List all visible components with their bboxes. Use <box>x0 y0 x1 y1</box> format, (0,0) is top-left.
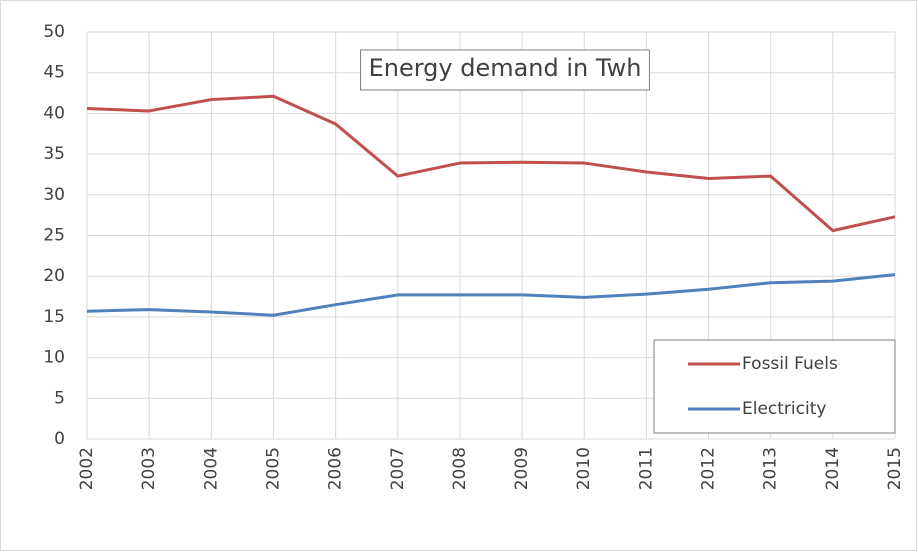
x-tick-label: 2003 <box>139 447 159 490</box>
legend-box <box>653 339 896 434</box>
x-tick-label: 2012 <box>699 447 719 490</box>
y-tick-label: 30 <box>43 185 65 205</box>
y-tick-label: 50 <box>43 22 65 42</box>
x-tick-label: 2002 <box>77 447 97 490</box>
x-tick-label: 2014 <box>823 447 843 490</box>
y-tick-label: 25 <box>43 226 65 246</box>
y-tick-label: 35 <box>43 144 65 164</box>
legend-label: Electricity <box>742 399 826 419</box>
x-tick-label: 2013 <box>761 447 781 490</box>
y-tick-label: 10 <box>43 348 65 368</box>
x-tick-label: 2004 <box>201 447 221 490</box>
chart-title: Energy demand in Twh <box>369 54 642 82</box>
x-tick-label: 2009 <box>512 447 532 490</box>
y-tick-label: 5 <box>54 388 65 408</box>
x-tick-label: 2010 <box>574 447 594 490</box>
x-tick-label: 2011 <box>636 447 656 490</box>
y-tick-label: 20 <box>43 266 65 286</box>
x-tick-label: 2008 <box>450 447 470 490</box>
y-tick-label: 0 <box>54 429 65 449</box>
legend-label: Fossil Fuels <box>742 354 838 374</box>
y-tick-label: 40 <box>43 103 65 123</box>
x-tick-label: 2006 <box>326 447 346 490</box>
x-tick-label: 2005 <box>263 447 283 490</box>
x-tick-label: 2007 <box>388 447 408 490</box>
line-series <box>86 273 896 317</box>
y-tick-label: 45 <box>43 63 65 83</box>
x-tick-label: 2015 <box>885 447 905 490</box>
title-box <box>360 49 650 91</box>
line-series <box>86 94 896 233</box>
y-tick-label: 15 <box>43 307 65 327</box>
